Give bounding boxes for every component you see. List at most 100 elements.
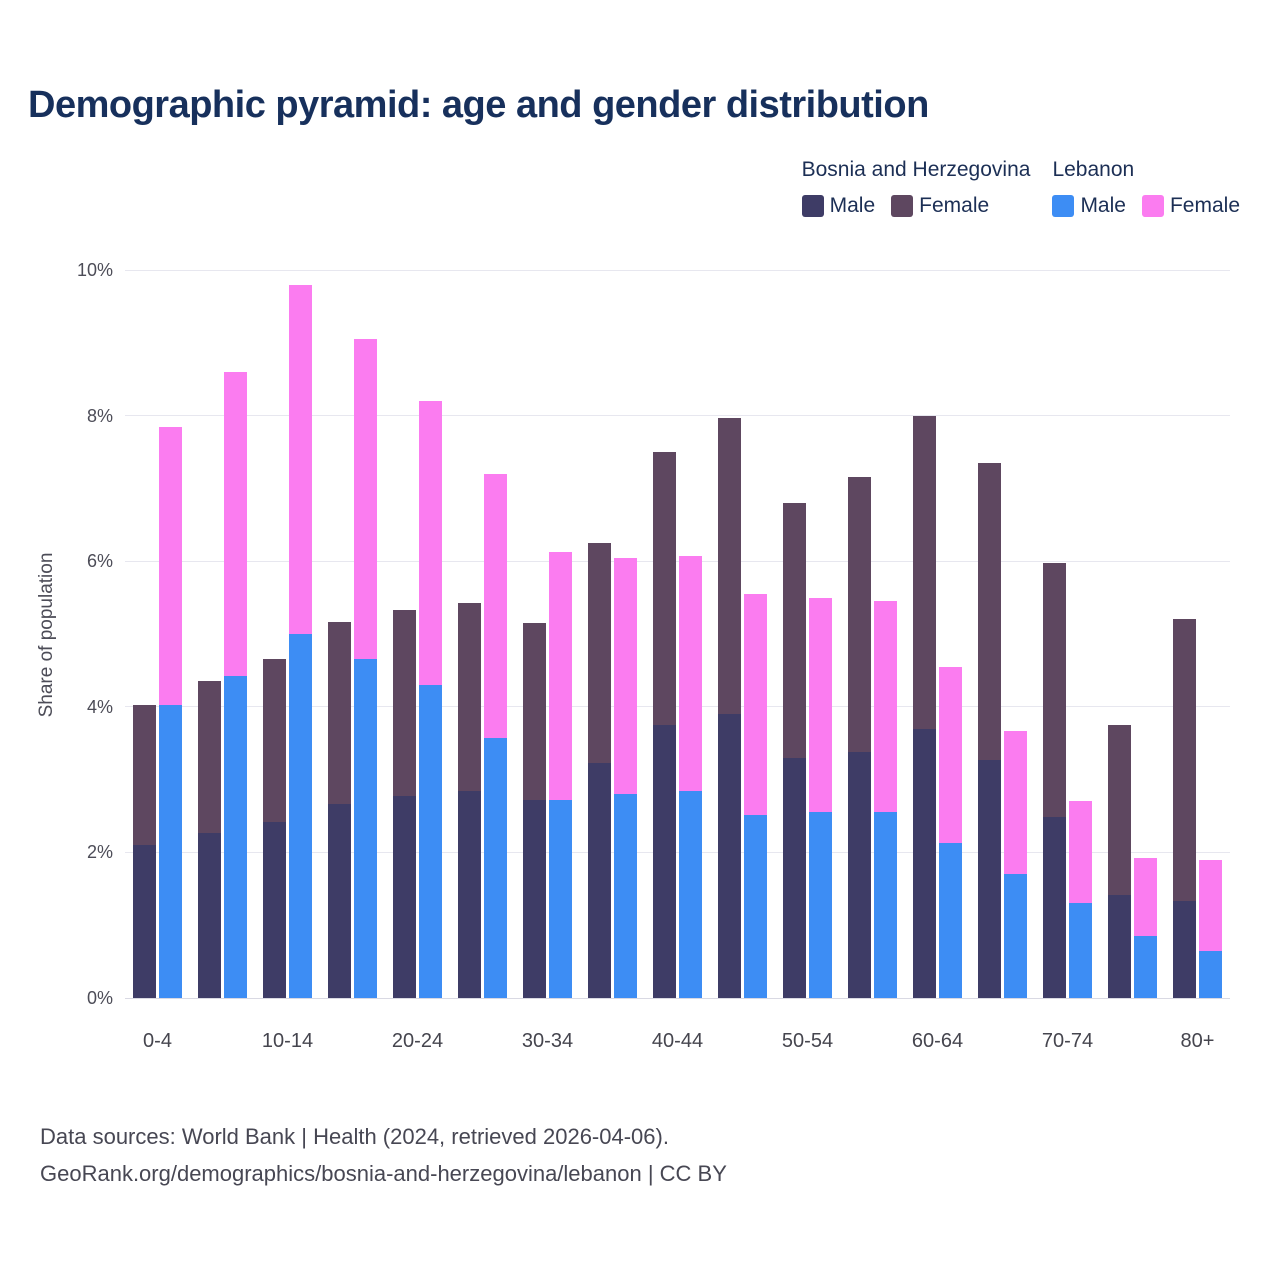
bar-bosnia-and-herzegovina-female-45-49 (718, 417, 741, 715)
bar-bosnia-and-herzegovina-female-15-19 (328, 621, 351, 804)
bar-lebanon-male-50-54 (809, 812, 832, 998)
bar-lebanon-female-45-49 (744, 593, 767, 815)
legend-label-bosnia-and-herzegovina-male: Male (829, 194, 876, 217)
bar-lebanon-female-40-44 (679, 556, 702, 791)
legend-swatch-lebanon-male (1052, 195, 1075, 217)
legend-label-bosnia-and-herzegovina-female: Female (919, 194, 990, 217)
y-tick-label-8: 8% (86, 405, 113, 426)
bar-lebanon-male-30-34 (549, 799, 572, 998)
gridline-8 (125, 415, 1230, 417)
bar-lebanon-male-45-49 (744, 814, 767, 998)
bar-bosnia-and-herzegovina-male-60-64 (913, 728, 936, 998)
bar-bosnia-and-herzegovina-male-45-49 (718, 714, 741, 998)
x-tick-label-40-44: 40-44 (651, 1030, 704, 1052)
x-tick-label-20-24: 20-24 (391, 1030, 444, 1052)
bar-lebanon-female-25-29 (484, 473, 507, 739)
y-tick-label-2: 2% (86, 842, 113, 863)
bar-bosnia-and-herzegovina-female-55-59 (848, 477, 871, 752)
plot-area: 0% 2% 4% 6% 8% 10% 0-4 10-14 20-24 30-34 40-44 50-5… (77, 260, 1230, 1052)
bar-lebanon-female-30-34 (549, 551, 572, 800)
bar-bosnia-and-herzegovina-female-35-39 (588, 543, 611, 763)
bar-bosnia-and-herzegovina-male-40-44 (653, 725, 676, 998)
bar-lebanon-male-35-39 (614, 794, 637, 998)
legend-label-lebanon-male: Male (1080, 194, 1126, 217)
bar-bosnia-and-herzegovina-female-75-79 (1108, 725, 1131, 895)
bar-bosnia-and-herzegovina-female-0-4 (133, 705, 156, 846)
bar-lebanon-male-80 (1199, 950, 1222, 998)
gridline-6 (125, 560, 1230, 562)
y-tick-label-10: 10% (76, 260, 113, 280)
legend-country-label-bosnia-and-herzegovina: Bosnia and Herzegovina (801, 158, 1031, 181)
x-tick-label-80: 80+ (1180, 1030, 1215, 1052)
x-tick-label-50-54: 50-54 (781, 1030, 834, 1052)
bar-bosnia-and-herzegovina-male-65-69 (978, 759, 1001, 998)
bar-bosnia-and-herzegovina-female-80 (1173, 619, 1196, 902)
bar-bosnia-and-herzegovina-male-15-19 (328, 803, 351, 998)
bar-lebanon-female-35-39 (614, 557, 637, 795)
bar-bosnia-and-herzegovina-male-10-14 (263, 821, 286, 998)
bar-lebanon-female-75-79 (1134, 858, 1157, 937)
bar-bosnia-and-herzegovina-female-10-14 (263, 659, 286, 822)
chart-title: Demographic pyramid: age and gender dist… (28, 84, 929, 126)
bar-lebanon-male-15-19 (354, 659, 377, 998)
footer: Data sources: World Bank | Health (2024,… (40, 1118, 727, 1192)
bar-bosnia-and-herzegovina-male-0-4 (133, 845, 156, 998)
bar-bosnia-and-herzegovina-female-60-64 (913, 415, 936, 729)
legend-group-bosnia-and-herzegovina: Bosnia and Herzegovina Male Female (801, 158, 1031, 218)
bar-lebanon-female-70-74 (1069, 801, 1092, 904)
legend-item-bosnia-and-herzegovina-female: Female (891, 194, 989, 218)
bar-lebanon-male-55-59 (874, 812, 897, 998)
bar-lebanon-female-15-19 (354, 339, 377, 660)
bar-bosnia-and-herzegovina-female-65-69 (978, 462, 1001, 760)
bar-bosnia-and-herzegovina-male-55-59 (848, 751, 871, 998)
bar-lebanon-male-70-74 (1069, 903, 1092, 998)
gridline-0 (125, 997, 1230, 999)
bar-lebanon-female-60-64 (939, 666, 962, 843)
bar-bosnia-and-herzegovina-male-5-9 (198, 832, 221, 998)
bar-lebanon-male-10-14 (289, 634, 312, 998)
gridline-10 (125, 269, 1230, 271)
bar-lebanon-female-20-24 (419, 401, 442, 685)
x-tick-label-70-74: 70-74 (1041, 1030, 1094, 1052)
bar-lebanon-male-40-44 (679, 790, 702, 998)
bar-bosnia-and-herzegovina-female-50-54 (783, 502, 806, 758)
bar-lebanon-female-0-4 (159, 426, 182, 705)
bar-bosnia-and-herzegovina-female-5-9 (198, 681, 221, 833)
legend-swatch-bosnia-and-herzegovina-female (891, 195, 914, 217)
legend-item-lebanon-female: Female (1141, 194, 1240, 218)
bar-bosnia-and-herzegovina-male-30-34 (523, 799, 546, 998)
legend-swatch-bosnia-and-herzegovina-male (801, 195, 824, 217)
bar-lebanon-male-60-64 (939, 842, 962, 998)
legend-swatch-lebanon-female (1141, 195, 1164, 217)
bar-bosnia-and-herzegovina-female-30-34 (523, 623, 546, 800)
attribution-text: GeoRank.org/demographics/bosnia-and-herz… (40, 1161, 727, 1186)
x-tick-label-10-14: 10-14 (261, 1030, 314, 1052)
bar-lebanon-female-5-9 (224, 371, 247, 677)
bar-lebanon-male-20-24 (419, 684, 442, 998)
bar-lebanon-male-5-9 (224, 676, 247, 998)
bar-bosnia-and-herzegovina-male-70-74 (1043, 817, 1066, 998)
bar-lebanon-female-10-14 (289, 284, 312, 634)
legend-country-label-lebanon: Lebanon (1052, 158, 1135, 181)
bar-lebanon-female-80 (1199, 859, 1222, 951)
bar-bosnia-and-herzegovina-female-25-29 (458, 603, 481, 791)
x-tick-label-60-64: 60-64 (911, 1030, 964, 1052)
legend-entries-bosnia-and-herzegovina: Male Female (801, 194, 1031, 218)
x-tick-label-30-34: 30-34 (521, 1030, 574, 1052)
legend-item-bosnia-and-herzegovina-male: Male (801, 194, 876, 218)
gridline-4 (125, 706, 1230, 708)
bar-bosnia-and-herzegovina-female-20-24 (393, 610, 416, 796)
bar-lebanon-male-25-29 (484, 738, 507, 998)
y-tick-label-0: 0% (86, 988, 113, 1008)
bar-bosnia-and-herzegovina-female-70-74 (1043, 563, 1066, 818)
bar-lebanon-male-0-4 (159, 704, 182, 998)
bar-bosnia-and-herzegovina-male-80 (1173, 901, 1196, 998)
legend-item-lebanon-male: Male (1052, 194, 1126, 218)
bar-lebanon-female-55-59 (874, 601, 897, 813)
y-tick-label-6: 6% (86, 551, 113, 572)
y-tick-label-4: 4% (86, 696, 113, 717)
legend: Bosnia and Herzegovina Male Female Lebanon M… (801, 158, 1240, 218)
y-axis-label: Share of population (36, 552, 57, 718)
bar-bosnia-and-herzegovina-male-50-54 (783, 757, 806, 998)
